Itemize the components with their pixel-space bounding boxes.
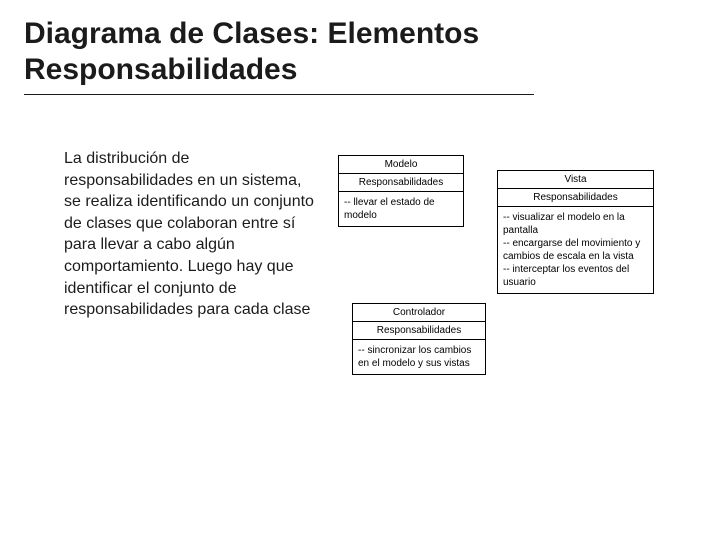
uml-box-controlador-body: -- sincronizar los cambios en el modelo … bbox=[353, 340, 485, 374]
title-line-2: Responsabilidades bbox=[24, 53, 297, 86]
uml-box-modelo-section: Responsabilidades bbox=[339, 174, 463, 192]
uml-box-controlador-name: Controlador bbox=[353, 304, 485, 322]
description-text: La distribución de responsabilidades en … bbox=[64, 148, 316, 321]
uml-box-controlador: Controlador Responsabilidades -- sincron… bbox=[352, 303, 486, 375]
uml-box-modelo: Modelo Responsabilidades -- llevar el es… bbox=[338, 155, 464, 227]
uml-box-vista-name: Vista bbox=[498, 171, 653, 189]
uml-box-controlador-section: Responsabilidades bbox=[353, 322, 485, 340]
uml-box-vista-section: Responsabilidades bbox=[498, 189, 653, 207]
uml-box-vista-body: -- visualizar el modelo en la pantalla -… bbox=[498, 207, 653, 293]
title-line-1: Diagrama de Clases: Elementos bbox=[24, 17, 479, 50]
uml-box-modelo-body: -- llevar el estado de modelo bbox=[339, 192, 463, 226]
uml-box-modelo-name: Modelo bbox=[339, 156, 463, 174]
uml-box-vista: Vista Responsabilidades -- visualizar el… bbox=[497, 170, 654, 294]
slide-title: Diagrama de Clases: Elementos Responsabi… bbox=[24, 16, 479, 88]
title-underline bbox=[24, 94, 534, 95]
